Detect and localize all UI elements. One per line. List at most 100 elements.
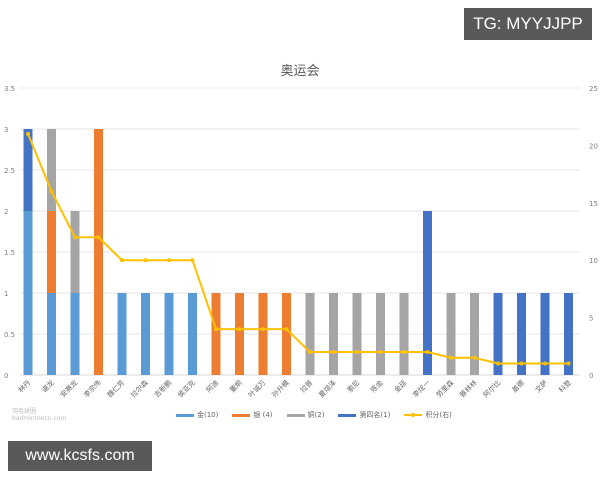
right-axis-tick: 0 — [589, 372, 593, 380]
chart-title: 奥运会 — [280, 64, 320, 79]
score-point — [566, 361, 571, 366]
right-axis-tick: 20 — [589, 142, 598, 150]
right-axis-tick: 5 — [589, 315, 593, 323]
category-label: 吉新鹏 — [152, 378, 173, 399]
fourth-swatch-icon — [338, 413, 357, 417]
category-label: 蔡林林 — [458, 378, 479, 399]
left-axis-tick: 0 — [4, 372, 8, 380]
bar-segment — [329, 293, 338, 375]
score-point — [73, 235, 77, 240]
score-point — [472, 355, 477, 360]
bar-segment — [47, 129, 56, 211]
legend-score: 积分(右) — [404, 410, 452, 420]
right-axis-tick: 25 — [589, 85, 598, 93]
gold-swatch-icon — [176, 413, 194, 417]
bar-segment — [94, 129, 103, 375]
bar-segment — [493, 293, 503, 375]
bar-segment — [70, 293, 80, 375]
left-axis-tick: 2.5 — [4, 167, 15, 175]
score-point — [49, 189, 54, 194]
left-axis-tick: 0.5 — [4, 331, 15, 339]
bar-segment — [258, 293, 268, 375]
bar-segment — [282, 293, 291, 375]
right-axis-tick: 10 — [589, 257, 598, 265]
bar-segment — [117, 293, 127, 375]
bronze-swatch-icon — [286, 413, 305, 417]
bar-segment — [517, 293, 526, 375]
legend-silver: 银 (4) — [232, 410, 273, 420]
right-axis-tick: 15 — [589, 200, 598, 208]
category-label: 林丹 — [16, 378, 32, 394]
bar-segment — [23, 211, 33, 375]
left-axis-tick: 1.5 — [4, 249, 15, 257]
category-label: 夏煊泽 — [317, 378, 338, 399]
category-label: 李宗伟 — [82, 378, 103, 399]
score-point — [167, 258, 171, 263]
category-label: 拉尔森 — [129, 378, 150, 399]
bar-segment — [23, 129, 33, 211]
bar-segment — [47, 211, 56, 293]
score-point — [120, 258, 124, 263]
category-label: 董炯 — [228, 378, 244, 394]
category-label: 金廷 — [392, 378, 408, 394]
score-point — [543, 361, 547, 366]
score-point — [449, 355, 453, 360]
category-label: 安赛龙 — [58, 378, 79, 399]
legend-fourth: 第四名(1) — [338, 410, 390, 420]
category-label: 科登 — [557, 378, 573, 394]
watermark-tg: TG: MYYJJPP — [464, 8, 592, 40]
category-label: 叶诚万 — [246, 378, 267, 399]
bar-segment — [564, 293, 573, 375]
category-label: 阿尔比 — [481, 378, 502, 399]
score-point — [190, 258, 195, 263]
bar-segment — [164, 293, 174, 375]
score-line-swatch-icon — [404, 412, 423, 417]
bar-segment — [47, 293, 56, 375]
category-label: 盖德 — [510, 378, 526, 394]
bar-segment — [235, 293, 244, 375]
bar-segment — [540, 293, 550, 375]
score-point — [26, 131, 30, 136]
left-axis-tick: 2 — [4, 208, 8, 216]
left-axis-tick: 1 — [4, 290, 8, 298]
category-label: 劳里森 — [434, 378, 455, 399]
bar-segment — [446, 293, 456, 375]
score-point — [261, 327, 265, 332]
left-axis-tick: 3 — [4, 126, 8, 134]
bar-segment — [211, 293, 221, 375]
category-label: 李炫一 — [411, 378, 432, 399]
bar-segment — [423, 211, 432, 375]
score-point — [331, 350, 336, 355]
bar-segment — [188, 293, 197, 375]
category-label: 谌龙 — [40, 378, 56, 394]
score-point — [96, 235, 101, 240]
bar-segment — [376, 293, 385, 375]
score-point — [519, 361, 524, 366]
category-label: 陈金 — [369, 378, 385, 394]
category-label: 侯亚克 — [176, 378, 197, 399]
bar-segment — [352, 293, 362, 375]
score-point — [425, 350, 430, 355]
category-label: 拉普 — [298, 378, 314, 394]
left-axis-tick: 3.5 — [4, 85, 15, 93]
legend-bronze: 铜(2) — [286, 410, 324, 420]
site-logo: 羽毛球圈 badmintoncn.com — [12, 408, 67, 422]
category-label: 阿迪 — [204, 378, 220, 394]
score-point — [308, 350, 312, 355]
category-label: 魏仁芳 — [105, 378, 126, 399]
bar-segment — [141, 293, 150, 375]
score-point — [496, 361, 500, 366]
chart-legend: 金(10) 银 (4) 铜(2) 第四名(1) 积分(右) — [176, 410, 452, 420]
watermark-site: www.kcsfs.com — [8, 441, 152, 471]
bar-segment — [70, 211, 80, 293]
category-label: 孙升模 — [270, 378, 291, 399]
category-label: 索尼 — [345, 378, 361, 394]
bar-segment — [470, 293, 479, 375]
score-point — [378, 350, 383, 355]
bar-segment — [305, 293, 315, 375]
bar-segment — [399, 293, 409, 375]
category-label: 文萨 — [533, 378, 549, 394]
score-point — [355, 350, 359, 355]
score-point — [237, 327, 242, 332]
